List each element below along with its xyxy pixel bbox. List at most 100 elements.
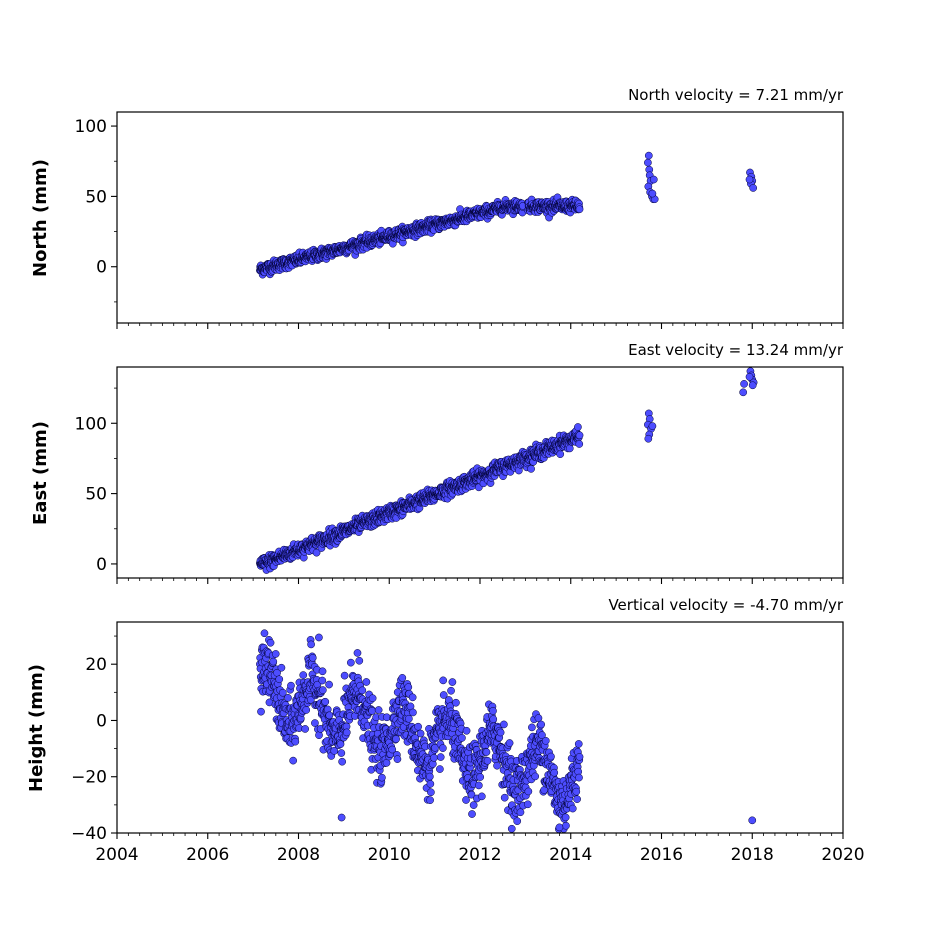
data-point <box>745 175 754 184</box>
x-tick-label: 2018 <box>731 845 774 865</box>
data-point <box>749 184 758 192</box>
data-point <box>337 813 346 822</box>
east-points <box>256 367 758 574</box>
data-point <box>575 205 584 214</box>
data-point <box>382 713 391 722</box>
x-tick-label: 2012 <box>458 845 501 865</box>
y-tick-label: 0 <box>96 258 107 278</box>
data-point <box>469 801 478 809</box>
y-tick-label: −40 <box>71 824 107 844</box>
y-tick-label: 50 <box>85 485 107 505</box>
data-point <box>430 753 438 762</box>
y-tick-label: 0 <box>96 555 107 575</box>
data-point <box>462 796 470 804</box>
east-title: East velocity = 13.24 mm/yr <box>628 341 844 359</box>
data-point <box>537 720 546 729</box>
north-ylabel: North (mm) <box>30 159 51 277</box>
data-point <box>745 373 754 381</box>
data-point <box>321 697 330 706</box>
data-point <box>748 816 757 825</box>
data-point <box>452 698 460 707</box>
data-point <box>575 752 584 761</box>
data-point <box>374 706 383 714</box>
data-point <box>393 755 402 763</box>
data-point <box>573 795 581 803</box>
data-point <box>445 696 453 704</box>
data-point <box>289 756 297 765</box>
data-point <box>362 678 371 686</box>
data-point <box>315 633 323 642</box>
data-point <box>392 735 400 743</box>
data-point <box>312 548 321 557</box>
data-point <box>266 638 275 647</box>
data-point <box>496 728 505 737</box>
data-point <box>568 804 577 813</box>
data-point <box>448 678 457 686</box>
data-point <box>398 674 407 682</box>
data-point <box>528 723 536 732</box>
data-point <box>337 749 346 757</box>
data-point <box>489 707 497 715</box>
data-point <box>500 720 508 729</box>
data-point <box>505 739 514 747</box>
data-point <box>531 772 540 781</box>
east-plot-frame <box>116 366 844 579</box>
x-tick-label: 2014 <box>549 845 592 865</box>
data-point <box>436 765 444 773</box>
data-point <box>409 708 417 717</box>
data-point <box>462 726 471 735</box>
data-point <box>740 380 748 388</box>
north-panel: North velocity = 7.21 mm/yr North (mm) 0… <box>30 86 844 329</box>
north-title: North velocity = 7.21 mm/yr <box>628 86 844 104</box>
data-point <box>287 681 295 690</box>
data-point <box>575 773 583 782</box>
y-tick-label: 50 <box>85 187 107 207</box>
data-point <box>426 796 434 805</box>
data-point <box>500 793 509 802</box>
data-point <box>299 671 308 679</box>
data-point <box>405 714 413 723</box>
data-point <box>556 450 565 459</box>
data-point <box>477 792 486 801</box>
data-point <box>447 686 455 695</box>
data-point <box>426 780 435 788</box>
data-point <box>648 189 657 198</box>
data-point <box>353 649 362 657</box>
data-point <box>574 423 582 431</box>
data-point <box>301 725 309 733</box>
data-point <box>489 715 498 724</box>
data-point <box>378 773 386 782</box>
east-ylabel: East (mm) <box>30 421 51 525</box>
height-panel: Vertical velocity = -4.70 mm/yr Height (… <box>26 596 865 865</box>
x-tick-label: 2006 <box>186 845 229 865</box>
data-point <box>307 640 315 649</box>
data-point <box>467 790 476 799</box>
y-tick-label: 20 <box>85 655 107 675</box>
data-point <box>644 434 653 443</box>
data-point <box>644 158 652 167</box>
data-point <box>431 743 439 752</box>
data-point <box>555 823 564 832</box>
data-point <box>318 686 327 694</box>
height-axes: 2004 2006 2008 2010 2012 2014 2016 2018 2020 −40 −… <box>71 635 865 865</box>
data-point <box>550 768 559 777</box>
data-point <box>408 693 417 702</box>
data-point <box>318 676 327 685</box>
data-point <box>330 747 339 755</box>
data-point <box>311 719 319 727</box>
data-point <box>368 694 377 703</box>
x-tick-label: 2016 <box>640 845 683 865</box>
data-point <box>368 707 376 715</box>
data-point <box>269 657 278 666</box>
data-point <box>436 753 445 761</box>
data-point <box>513 817 522 826</box>
data-point <box>541 736 550 745</box>
data-point <box>439 744 447 752</box>
data-point <box>325 711 334 720</box>
data-point <box>342 728 351 737</box>
data-point <box>572 787 581 796</box>
north-points <box>256 151 758 279</box>
height-ylabel: Height (mm) <box>26 664 47 792</box>
y-tick-label: 100 <box>75 117 107 137</box>
data-point <box>547 752 555 761</box>
